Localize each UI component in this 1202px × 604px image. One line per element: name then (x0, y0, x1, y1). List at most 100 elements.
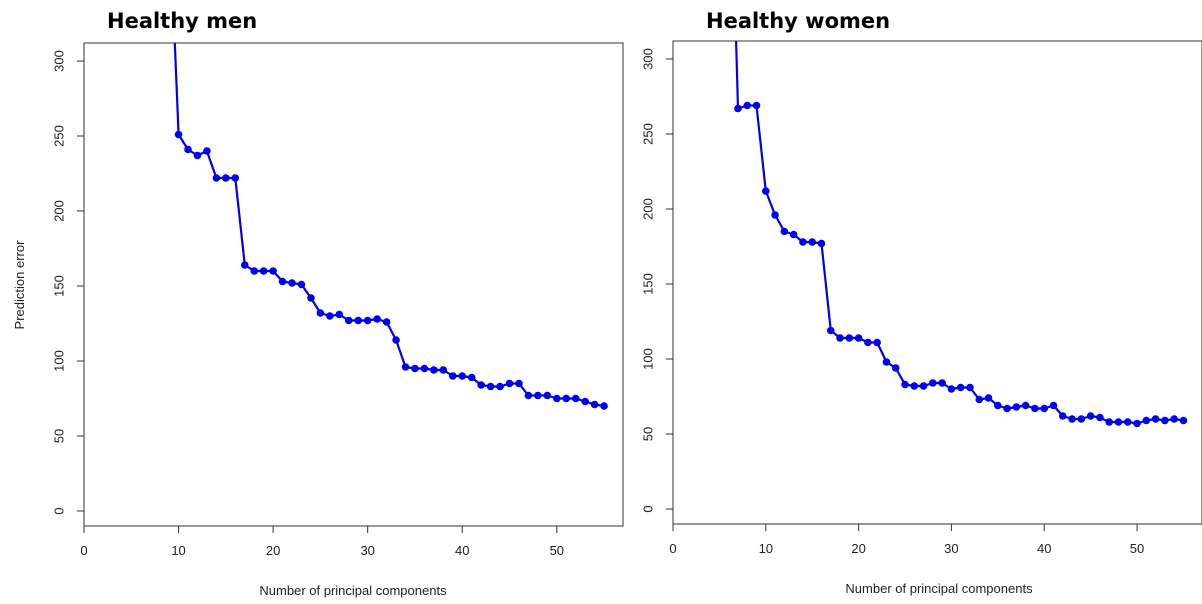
data-point-women-54 (1170, 415, 1178, 423)
data-point-women-52 (1151, 415, 1160, 423)
data-point-women-34 (984, 394, 993, 402)
y-tick-label-men-100: 100 (52, 350, 67, 372)
x-tick-label-men-20: 20 (266, 543, 280, 558)
data-point-women-47 (1105, 418, 1113, 426)
x-tick-label-men-50: 50 (550, 543, 564, 558)
data-point-men-22 (288, 279, 296, 287)
panel-title-men: Healthy men (107, 9, 257, 33)
data-point-women-28 (929, 379, 937, 387)
data-point-women-36 (1003, 404, 1011, 413)
data-point-women-33 (975, 395, 984, 404)
data-point-women-15 (808, 238, 817, 246)
data-point-women-51 (1142, 416, 1151, 425)
data-point-women-29 (938, 379, 946, 387)
chart-panel-women: 0 10 20 30 40 50 0 50 100 150 200 250 300 (641, 40, 1202, 556)
data-point-women-41 (1049, 401, 1058, 410)
data-point-women-25 (901, 380, 909, 389)
data-point-men-50 (553, 394, 561, 403)
data-point-men-23 (297, 280, 306, 289)
y-tick-label-women-150: 150 (641, 273, 656, 295)
data-point-women-11 (771, 211, 779, 219)
y-axis-title: Prediction error (12, 240, 27, 330)
data-point-women-31 (956, 383, 965, 392)
data-point-men-41 (467, 373, 476, 382)
data-point-women-16 (817, 239, 826, 248)
data-point-men-14 (212, 174, 221, 182)
data-point-men-15 (222, 174, 230, 182)
data-point-men-29 (354, 316, 363, 325)
data-point-men-38 (439, 366, 448, 374)
data-point-women-35 (994, 401, 1002, 410)
data-point-women-45 (1086, 412, 1095, 420)
data-point-men-28 (344, 316, 353, 325)
data-point-women-37 (1012, 403, 1021, 411)
data-point-men-49 (543, 391, 552, 400)
x-tick-label-women-50: 50 (1130, 541, 1144, 556)
data-point-men-45 (505, 379, 514, 388)
data-point-women-18 (836, 334, 844, 342)
x-tick-label-women-10: 10 (759, 541, 773, 556)
data-point-men-46 (515, 379, 523, 388)
data-point-men-10 (174, 130, 183, 139)
data-point-women-53 (1161, 416, 1169, 425)
data-point-men-17 (240, 261, 249, 269)
y-tick-label-men-50: 50 (52, 429, 67, 443)
data-point-men-30 (363, 316, 372, 325)
data-point-men-12 (193, 151, 202, 160)
data-point-women-8 (743, 101, 752, 110)
data-point-women-43 (1068, 415, 1076, 423)
y-tick-label-women-50: 50 (641, 427, 656, 441)
data-point-women-26 (910, 382, 919, 390)
x-tick-label-men-30: 30 (360, 543, 374, 558)
data-point-men-24 (307, 294, 315, 302)
y-tick-label-men-200: 200 (52, 200, 67, 222)
data-point-men-33 (392, 336, 400, 344)
data-point-women-21 (864, 338, 872, 347)
data-point-women-38 (1021, 401, 1030, 410)
x-tick-label-women-40: 40 (1037, 541, 1051, 556)
data-point-men-26 (326, 312, 334, 320)
data-point-women-50 (1133, 419, 1141, 428)
series-line-men (173, 42, 605, 408)
series-line-women (735, 40, 1184, 425)
data-point-men-55 (600, 402, 608, 410)
data-point-men-52 (571, 394, 580, 403)
data-point-women-17 (826, 326, 835, 335)
data-point-women-20 (854, 334, 863, 342)
data-point-men-48 (534, 391, 542, 400)
data-point-women-48 (1114, 418, 1123, 426)
x-tick-label-men-40: 40 (455, 543, 469, 558)
data-point-men-36 (420, 364, 429, 373)
data-point-women-27 (919, 382, 928, 390)
x-tick-label-women-0: 0 (669, 541, 676, 556)
data-point-men-44 (496, 382, 504, 391)
data-point-women-49 (1123, 418, 1132, 426)
data-point-women-40 (1040, 404, 1049, 413)
data-point-women-24 (891, 364, 900, 372)
data-point-women-13 (789, 230, 798, 239)
data-point-men-19 (259, 267, 268, 275)
data-point-men-54 (590, 400, 599, 409)
y-tick-label-women-0: 0 (641, 505, 656, 512)
data-point-women-42 (1058, 412, 1067, 420)
data-point-men-35 (411, 364, 419, 373)
x-tick-label-men-0: 0 (80, 543, 87, 558)
y-tick-label-men-0: 0 (52, 507, 67, 514)
y-tick-label-women-300: 300 (641, 48, 656, 70)
x-tick-label-women-20: 20 (851, 541, 865, 556)
y-tick-label-women-100: 100 (641, 348, 656, 370)
data-point-women-55 (1179, 416, 1188, 425)
data-point-men-53 (581, 397, 589, 406)
data-point-women-14 (799, 238, 807, 246)
x-axis-title-women: Number of principal components (845, 581, 1033, 596)
data-point-women-44 (1077, 415, 1086, 423)
y-tick-label-women-250: 250 (641, 123, 656, 145)
data-point-men-16 (231, 174, 240, 182)
y-tick-label-women-200: 200 (641, 198, 656, 220)
data-point-men-31 (373, 315, 381, 323)
y-tick-label-men-300: 300 (52, 50, 67, 72)
panel-title-women: Healthy women (706, 9, 890, 33)
data-point-men-40 (458, 372, 467, 380)
data-point-women-12 (780, 227, 789, 236)
